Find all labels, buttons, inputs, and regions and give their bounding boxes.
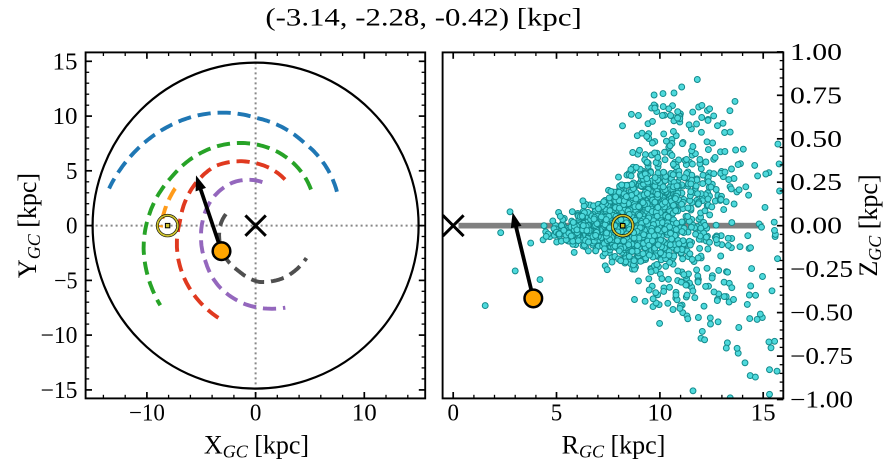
svg-text:RGC [kpc]: RGC [kpc] — [562, 431, 666, 462]
svg-text:ZGC [kpc]: ZGC [kpc] — [854, 174, 885, 276]
svg-text:10: 10 — [647, 401, 672, 427]
svg-text:−0.25: −0.25 — [790, 257, 853, 283]
svg-text:−10: −10 — [41, 323, 78, 349]
svg-text:5: 5 — [66, 159, 78, 185]
svg-text:0.50: 0.50 — [790, 127, 842, 153]
svg-text:0.75: 0.75 — [790, 83, 842, 109]
svg-text:5: 5 — [551, 401, 563, 427]
svg-text:YGC [kpc]: YGC [kpc] — [13, 173, 44, 278]
svg-text:−0.50: −0.50 — [790, 301, 853, 327]
svg-text:XGC [kpc]: XGC [kpc] — [204, 431, 309, 462]
svg-text:0.00: 0.00 — [790, 214, 842, 240]
svg-text:10: 10 — [53, 104, 78, 130]
svg-text:−5: −5 — [54, 268, 78, 294]
svg-text:−0.75: −0.75 — [790, 344, 853, 370]
svg-text:15: 15 — [53, 49, 78, 75]
svg-text:10: 10 — [352, 401, 377, 427]
svg-text:0: 0 — [66, 214, 78, 240]
svg-text:0: 0 — [447, 401, 459, 427]
svg-text:1.00: 1.00 — [790, 40, 842, 66]
svg-text:−10: −10 — [129, 401, 165, 427]
svg-text:0.25: 0.25 — [790, 170, 842, 196]
svg-text:−1.00: −1.00 — [790, 388, 853, 414]
svg-text:(-3.14, -2.28, -0.42) [kpc]: (-3.14, -2.28, -0.42) [kpc] — [265, 5, 581, 32]
svg-text:15: 15 — [751, 401, 776, 427]
svg-text:−15: −15 — [41, 378, 78, 404]
svg-text:0: 0 — [250, 401, 262, 427]
